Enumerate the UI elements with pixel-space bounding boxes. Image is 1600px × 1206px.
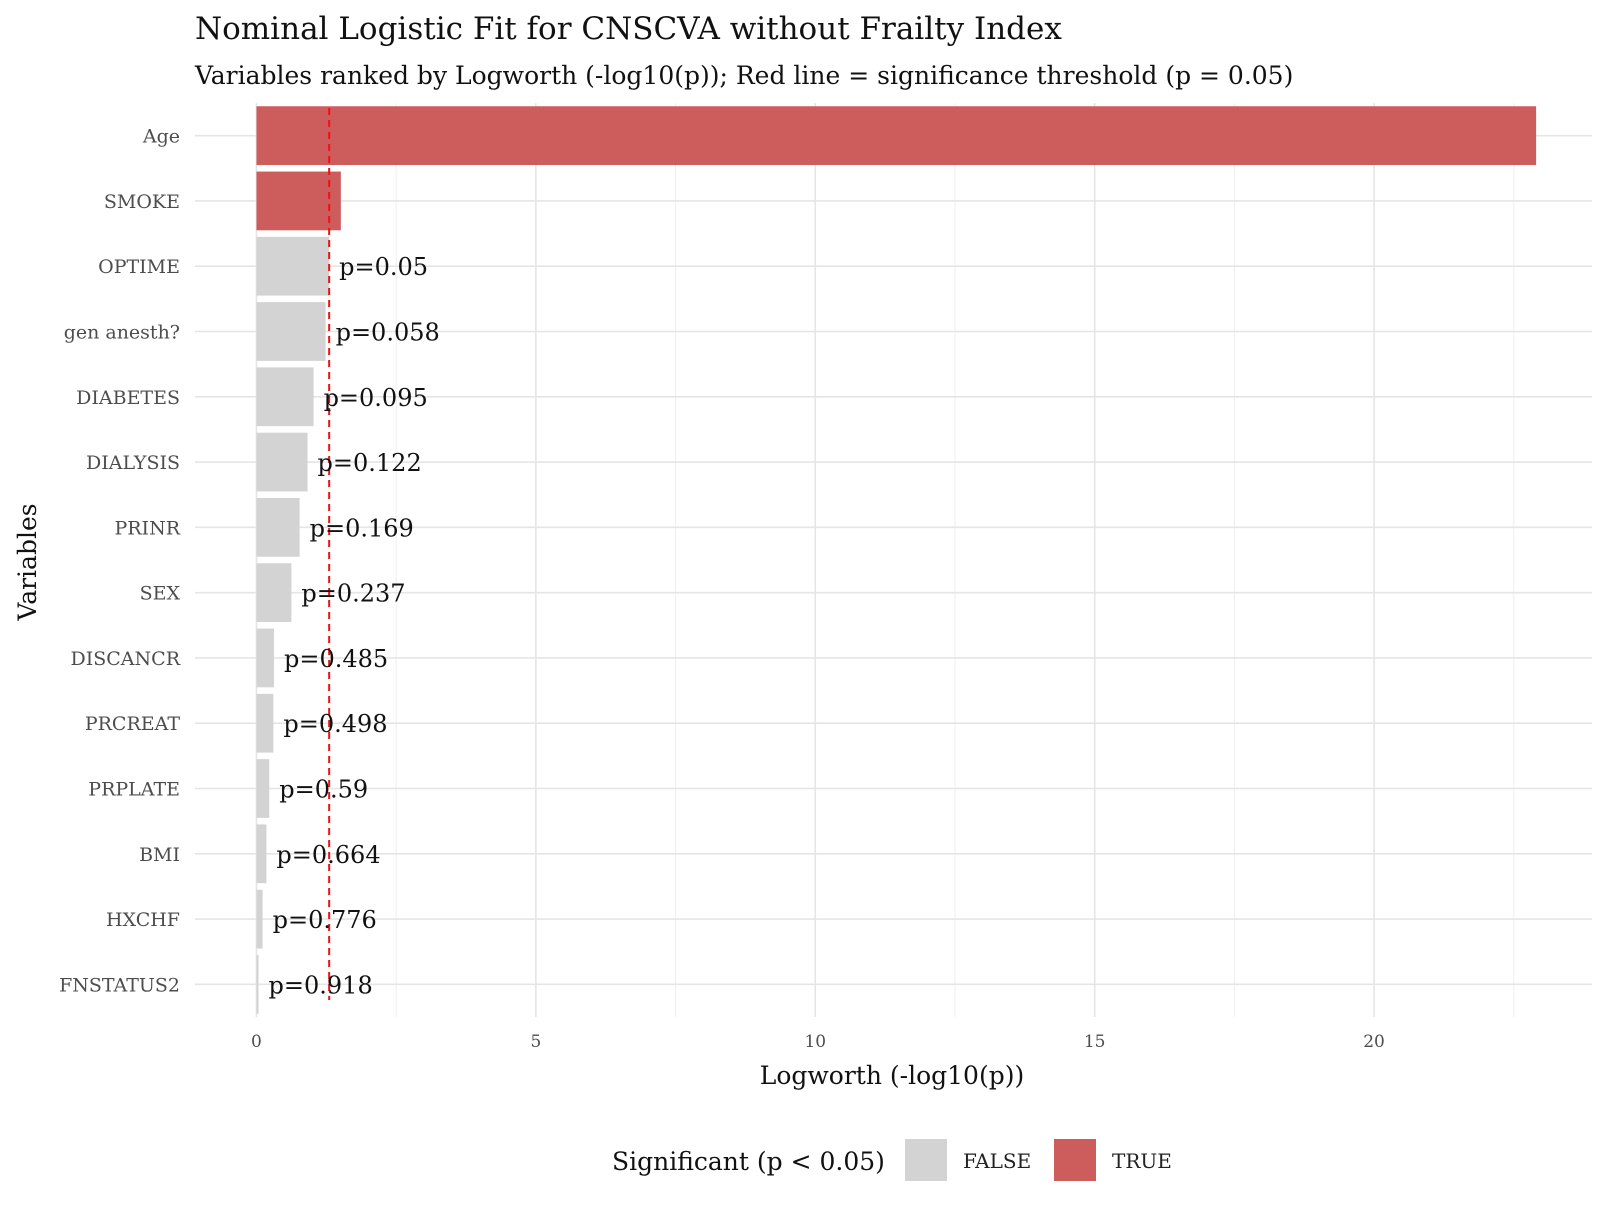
bar-dialysis — [256, 432, 308, 492]
chart-subtitle: Variables ranked by Logworth (-log10(p))… — [194, 61, 1293, 90]
bar-hxchf — [256, 889, 263, 949]
x-axis-title: Logworth (-log10(p)) — [760, 1061, 1024, 1090]
x-tick-label: 10 — [804, 1032, 826, 1052]
x-tick-label: 0 — [251, 1032, 262, 1052]
x-tick-label: 5 — [530, 1032, 541, 1052]
bar-fnstatus2 — [256, 954, 259, 1014]
y-tick-label: DISCANCR — [71, 648, 181, 670]
y-axis-tick-labels: Age SMOKE OPTIME gen anesth? DIABETES DIALYSI… — [59, 126, 181, 997]
bar-bmi — [256, 824, 267, 884]
bar-diabetes — [256, 367, 314, 427]
bar-p-value-label: p=0.095 — [324, 384, 428, 412]
bar-prplate — [256, 759, 270, 818]
bar-p-value-label: p=0.05 — [339, 253, 428, 281]
bar-age — [256, 106, 1537, 166]
y-tick-label: SEX — [140, 583, 181, 605]
x-tick-label: 15 — [1084, 1032, 1106, 1052]
y-tick-label: FNSTATUS2 — [59, 974, 180, 996]
bar-p-value-label: p=0.058 — [336, 319, 440, 347]
x-axis-tick-labels: 0 5 10 15 20 — [251, 1032, 1385, 1052]
bar-p-value-label: p=0.485 — [284, 645, 388, 673]
y-tick-label: HXCHF — [106, 909, 180, 931]
bar-optime — [256, 236, 330, 296]
bar-labels: p=0.05 p=0.058 p=0.095 p=0.122 p=0.169 p=0.23… — [269, 253, 440, 999]
bar-prinr — [256, 497, 300, 557]
bar-p-value-label: p=0.59 — [279, 776, 368, 804]
bar-discancr — [256, 628, 275, 688]
y-tick-label: PRINR — [114, 517, 180, 539]
bars — [256, 106, 1537, 1014]
y-tick-label: BMI — [139, 844, 180, 866]
y-tick-label: PRPLATE — [88, 779, 180, 801]
legend-title: Significant (p < 0.05) — [612, 1147, 885, 1176]
y-tick-label: Age — [142, 126, 180, 148]
legend-key-true — [1054, 1139, 1096, 1181]
legend-label-false: FALSE — [963, 1149, 1031, 1173]
grid-lines — [195, 103, 1592, 1017]
y-tick-label: SMOKE — [104, 191, 180, 213]
legend-key-false — [905, 1139, 947, 1181]
y-axis-title: Variables — [13, 503, 42, 621]
bar-p-value-label: p=0.664 — [276, 841, 380, 869]
bar-p-value-label: p=0.498 — [283, 710, 387, 738]
y-tick-label: DIALYSIS — [86, 452, 180, 474]
bar-p-value-label: p=0.918 — [269, 971, 373, 999]
bar-p-value-label: p=0.776 — [273, 906, 377, 934]
chart-title: Nominal Logistic Fit for CNSCVA without … — [195, 11, 1062, 47]
bar-p-value-label: p=0.169 — [310, 514, 414, 542]
bar-prcreat — [256, 693, 274, 753]
y-tick-label: gen anesth? — [64, 322, 180, 344]
y-tick-label: DIABETES — [76, 387, 180, 409]
legend: Significant (p < 0.05) FALSE TRUE — [612, 1139, 1172, 1181]
legend-label-true: TRUE — [1112, 1149, 1172, 1173]
bar-p-value-label: p=0.122 — [318, 449, 422, 477]
x-tick-label: 20 — [1363, 1032, 1385, 1052]
bar-p-value-label: p=0.237 — [301, 580, 405, 608]
bar-sex — [256, 563, 292, 623]
bar-smoke — [256, 171, 341, 231]
y-tick-label: OPTIME — [98, 256, 180, 278]
bar-gen-anesth — [256, 302, 326, 361]
y-tick-label: PRCREAT — [85, 713, 180, 735]
